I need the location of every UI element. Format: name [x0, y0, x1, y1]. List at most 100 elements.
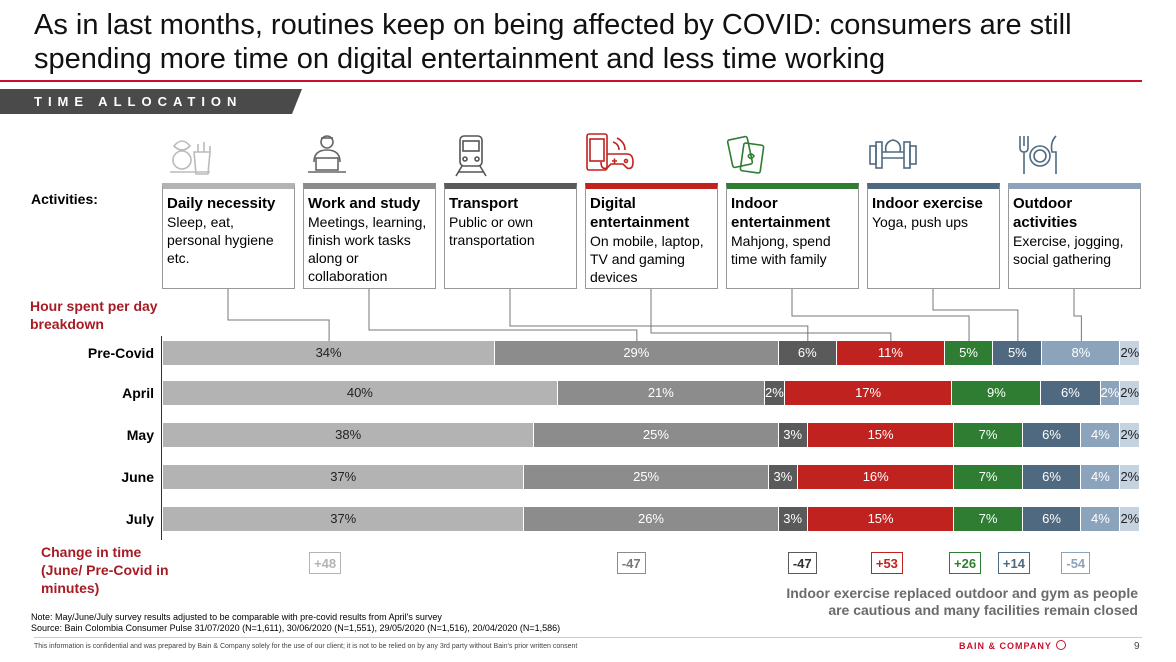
card-description: Exercise, jogging, social gathering — [1013, 233, 1124, 267]
bar-segment: 25% — [524, 465, 769, 489]
bar-segment: 2% — [1120, 381, 1140, 405]
bar-segment: 2% — [1120, 507, 1140, 531]
laptop-person-icon — [308, 135, 346, 173]
bar-segment: 4% — [1081, 507, 1121, 531]
connector-line — [227, 289, 330, 341]
bar-segment: 3% — [768, 465, 799, 489]
bar-segment: 3% — [778, 423, 808, 447]
card-work-and-study: Work and study Meetings, learning, finis… — [303, 183, 436, 289]
dumbbell-icon — [869, 139, 917, 169]
card-daily-necessity: Daily necessity Sleep, eat, personal hyg… — [162, 183, 295, 289]
bar-segment: 29% — [495, 341, 779, 365]
bar-segment: 37% — [163, 507, 525, 531]
bar-segment: 15% — [807, 507, 955, 531]
bar-segment: 11% — [837, 341, 945, 365]
page-title: As in last months, routines keep on bein… — [34, 9, 1072, 75]
cards-icon — [726, 135, 765, 174]
bar-segment: 17% — [784, 381, 953, 405]
bar-segment: 15% — [807, 423, 955, 447]
connector-line — [791, 289, 970, 341]
bar-segment: 6% — [778, 341, 838, 365]
bar-segment: 6% — [1022, 465, 1082, 489]
section-label: TIME ALLOCATION — [34, 94, 243, 109]
bar-segment: 7% — [954, 465, 1023, 489]
connector-line — [932, 289, 1019, 341]
card-outdoor-activities: Outdoor activities Exercise, jogging, so… — [1008, 183, 1141, 289]
bar-segment: 6% — [1022, 507, 1082, 531]
bar-segment: 25% — [534, 423, 779, 447]
card-title: Work and study — [308, 195, 421, 212]
change-in-time-label: Change in time (June/ Pre-Covid in minut… — [41, 544, 169, 596]
card-description: On mobile, laptop, TV and gaming devices — [590, 233, 704, 285]
change-value: -47 — [787, 552, 817, 574]
bar-segment: 2% — [1120, 465, 1140, 489]
connector-line — [368, 289, 638, 341]
change-value: -47 — [616, 552, 646, 574]
bar-segment: 38% — [163, 423, 535, 447]
card-description: Meetings, learning, finish work tasks al… — [308, 214, 427, 284]
card-title: Digital entertainment — [590, 195, 690, 231]
train-icon — [455, 135, 487, 177]
card-title: Daily necessity — [167, 195, 276, 212]
source-note: Source: Bain Colombia Consumer Pulse 31/… — [31, 623, 561, 633]
card-title: Outdoor activities — [1013, 195, 1078, 231]
annotation-note: Indoor exercise replaced outdoor and gym… — [786, 585, 1138, 618]
card-description: Sleep, eat, personal hygiene etc. — [167, 214, 274, 266]
bar-segment: 2% — [764, 381, 785, 405]
bar-segment: 6% — [1022, 423, 1082, 447]
bar-segment: 4% — [1081, 465, 1121, 489]
row-label: Pre-Covid — [87, 345, 154, 361]
plate-cutlery-icon — [1019, 135, 1057, 174]
bar-segment: 4% — [1081, 423, 1121, 447]
brand-name: BAIN & COMPANY — [959, 641, 1052, 651]
bar-segment: 7% — [954, 507, 1023, 531]
bar-segment: 3% — [778, 507, 808, 531]
page-number: 9 — [1134, 641, 1140, 652]
bar-segment: 2% — [1100, 381, 1121, 405]
bar-segment: 37% — [163, 465, 525, 489]
bar-segment: 9% — [952, 381, 1042, 405]
card-indoor-entertainment: Indoor entertainment Mahjong, spend time… — [726, 183, 859, 289]
bar-segment: 34% — [163, 341, 496, 365]
card-description: Yoga, push ups — [872, 214, 969, 230]
connector-line — [650, 289, 892, 341]
title-divider — [0, 80, 1142, 82]
row-label: June — [121, 469, 154, 485]
bar-segment: 5% — [993, 341, 1043, 365]
bar-segment: 40% — [163, 381, 558, 405]
connector-line — [1073, 289, 1082, 341]
bar-segment: 2% — [1120, 341, 1140, 365]
bar-segment: 16% — [798, 465, 955, 489]
section-banner — [0, 89, 302, 114]
card-description: Mahjong, spend time with family — [731, 233, 831, 267]
bar-segment: 7% — [954, 423, 1023, 447]
card-indoor-exercise: Indoor exercise Yoga, push ups — [867, 183, 1000, 289]
card-description: Public or own transportation — [449, 214, 535, 248]
change-value: -54 — [1061, 552, 1091, 574]
confidentiality-disclaimer: This information is confidential and was… — [34, 643, 578, 650]
card-digital-entertainment: Digital entertainment On mobile, laptop,… — [585, 183, 718, 289]
change-value: +26 — [949, 552, 982, 574]
change-value: +53 — [870, 552, 903, 574]
row-label: April — [122, 385, 154, 401]
vegetables-icon — [170, 140, 211, 175]
chart-axis — [161, 336, 162, 540]
hours-breakdown-label: Hour spent per day breakdown — [30, 298, 158, 332]
bar-segment: 2% — [1120, 423, 1140, 447]
change-value: +48 — [309, 552, 342, 574]
bar-segment: 5% — [944, 341, 994, 365]
bar-segment: 6% — [1041, 381, 1101, 405]
change-value: +14 — [997, 552, 1030, 574]
brand-logo-icon — [1056, 640, 1066, 650]
activities-label: Activities: — [31, 191, 98, 207]
card-transport: Transport Public or own transportation — [444, 183, 577, 289]
card-title: Indoor exercise — [872, 195, 983, 212]
row-label: May — [126, 427, 154, 443]
footnote: Note: May/June/July survey results adjus… — [31, 612, 442, 622]
bar-segment: 26% — [524, 507, 779, 531]
phone-gamepad-icon — [586, 133, 634, 171]
bar-segment: 8% — [1042, 341, 1121, 365]
footer-divider — [34, 637, 1142, 638]
